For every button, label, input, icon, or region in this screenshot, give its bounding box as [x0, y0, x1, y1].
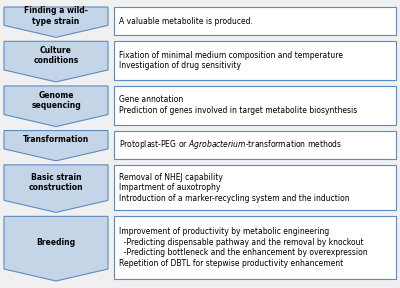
Text: Prediction of genes involved in target metabolite biosynthesis: Prediction of genes involved in target m… — [119, 106, 357, 115]
Text: Culture
conditions: Culture conditions — [33, 46, 79, 65]
Text: Basic strain
construction: Basic strain construction — [29, 173, 83, 192]
Polygon shape — [4, 7, 108, 37]
Text: Repetition of DBTL for stepwise productivity enhancement: Repetition of DBTL for stepwise producti… — [119, 259, 343, 268]
FancyBboxPatch shape — [114, 7, 396, 35]
Text: Breeding: Breeding — [36, 238, 76, 247]
Text: Improvement of productivity by metabolic engineering: Improvement of productivity by metabolic… — [119, 228, 329, 236]
Text: -Predicting dispensable pathway and the removal by knockout: -Predicting dispensable pathway and the … — [119, 238, 364, 247]
FancyBboxPatch shape — [114, 130, 396, 159]
Text: -Predicting bottleneck and the enhancement by overexpression: -Predicting bottleneck and the enhanceme… — [119, 249, 368, 257]
Text: Genome
sequencing: Genome sequencing — [31, 90, 81, 110]
Text: Removal of NHEJ capability: Removal of NHEJ capability — [119, 173, 223, 182]
Polygon shape — [4, 86, 108, 126]
FancyBboxPatch shape — [114, 216, 396, 279]
FancyBboxPatch shape — [114, 165, 396, 210]
Polygon shape — [4, 165, 108, 212]
Text: Introduction of a marker-recycling system and the induction: Introduction of a marker-recycling syste… — [119, 194, 350, 203]
Text: Protoplast-PEG or $\mathit{Agrobacterium}$-transformation methods: Protoplast-PEG or $\mathit{Agrobacterium… — [119, 138, 342, 151]
Polygon shape — [4, 41, 108, 82]
FancyBboxPatch shape — [114, 41, 396, 80]
Text: A valuable metabolite is produced.: A valuable metabolite is produced. — [119, 17, 253, 26]
Polygon shape — [4, 216, 108, 281]
Text: Investigation of drug sensitivity: Investigation of drug sensitivity — [119, 61, 241, 70]
Text: Impartment of auxotrophy: Impartment of auxotrophy — [119, 183, 220, 192]
Text: Finding a wild-
type strain: Finding a wild- type strain — [24, 6, 88, 26]
Text: Transformation: Transformation — [23, 135, 89, 144]
Text: Gene annotation: Gene annotation — [119, 96, 183, 105]
Text: Fixation of minimal medium composition and temperature: Fixation of minimal medium composition a… — [119, 51, 343, 60]
Polygon shape — [4, 130, 108, 161]
FancyBboxPatch shape — [114, 86, 396, 124]
